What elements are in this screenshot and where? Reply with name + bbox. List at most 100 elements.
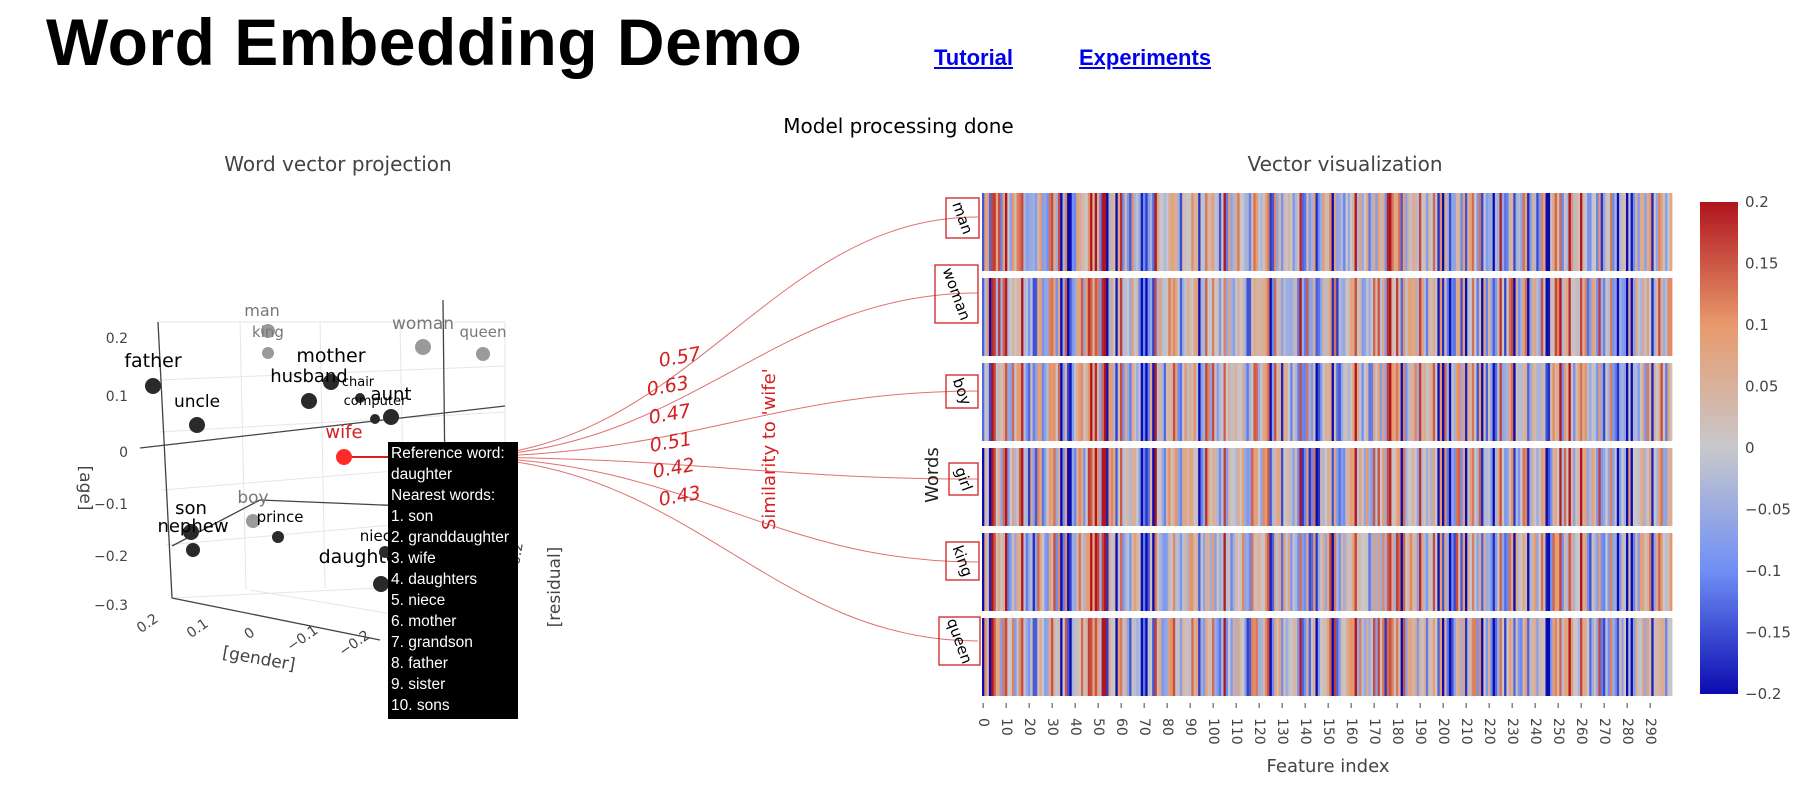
point-label: aunt <box>371 384 412 405</box>
heatmap-cell <box>1140 448 1144 526</box>
heatmap-row-girl[interactable]: girl <box>948 448 1673 526</box>
heatmap-cell <box>1644 278 1648 356</box>
heatmap-cell <box>1444 363 1447 441</box>
heatmap-cell <box>1294 448 1298 526</box>
heatmap-cell <box>1370 533 1374 611</box>
heatmap-cell <box>1471 448 1475 526</box>
word-point-chair[interactable]: chair <box>342 375 375 403</box>
point-marker[interactable] <box>383 409 399 425</box>
point-marker[interactable] <box>145 378 161 394</box>
word-point-son[interactable]: son <box>175 498 207 540</box>
tutorial-link[interactable]: Tutorial <box>934 45 1014 70</box>
heatmap-cell <box>1651 618 1654 696</box>
point-marker[interactable] <box>476 347 490 361</box>
heatmap-row-man[interactable]: man <box>945 193 1673 271</box>
heatmap-cell <box>1264 363 1268 441</box>
heatmap-row-king[interactable]: king <box>945 533 1673 611</box>
heatmap-cell <box>1103 533 1107 611</box>
word-point-boy[interactable]: boy <box>237 488 269 528</box>
vector-heatmap[interactable]: Vector visualization manwomanboygirlking… <box>922 152 1791 777</box>
heatmap-cell <box>1018 278 1022 356</box>
heatmap-cell <box>1366 193 1369 271</box>
heatmap-row-queen[interactable]: queen <box>938 616 1673 696</box>
word-point-husband[interactable]: husband <box>270 366 348 409</box>
age-tick-label: −0.1 <box>94 497 128 513</box>
word-point-king[interactable]: king <box>252 323 284 359</box>
point-marker[interactable] <box>336 449 352 465</box>
heatmap-cell <box>1108 278 1112 356</box>
point-marker[interactable] <box>370 414 380 424</box>
word-point-woman[interactable]: woman <box>392 314 454 355</box>
heatmap-cell <box>1386 278 1390 356</box>
heatmap-cell <box>1534 448 1537 526</box>
heatmap-cell <box>1580 363 1583 441</box>
word-point-man[interactable]: man <box>244 301 280 338</box>
word-point-nephew[interactable]: nephew <box>157 516 229 557</box>
heatmap-cell <box>1354 193 1358 271</box>
heatmap-cell <box>1593 363 1597 441</box>
heatmap-cell <box>1287 533 1291 611</box>
point-marker[interactable] <box>355 393 365 403</box>
word-point-computer[interactable]: computer <box>344 394 407 424</box>
heatmap-cell <box>1292 363 1296 441</box>
heatmap-cell <box>1253 193 1257 271</box>
point-marker[interactable] <box>183 524 199 540</box>
point-marker[interactable] <box>262 347 274 359</box>
heatmap-cell <box>1639 363 1643 441</box>
heatmap-cell <box>1522 448 1526 526</box>
heatmap-cell <box>1389 278 1392 356</box>
point-marker[interactable] <box>189 417 205 433</box>
heatmap-cell <box>1205 193 1208 271</box>
heatmap-cell <box>1000 363 1004 441</box>
heatmap-cell <box>1662 448 1666 526</box>
heatmap-cell <box>1373 533 1376 611</box>
point-marker[interactable] <box>415 339 431 355</box>
heatmap-cell <box>1577 193 1581 271</box>
heatmap-cell <box>1478 618 1482 696</box>
experiments-link[interactable]: Experiments <box>1079 45 1212 70</box>
word-point-aunt[interactable]: aunt <box>371 384 412 425</box>
heatmap-cell <box>1310 278 1314 356</box>
gender-axis-label: [gender] <box>221 643 297 675</box>
heatmap-cell <box>1315 193 1319 271</box>
heatmap-cell <box>1333 618 1337 696</box>
heatmap-cell <box>1382 618 1385 696</box>
heatmap-cell <box>1391 278 1395 356</box>
word-point-uncle[interactable]: uncle <box>174 392 220 433</box>
heatmap-cell <box>1552 448 1556 526</box>
heatmap-cell <box>1239 618 1243 696</box>
heatmap-cell <box>1198 193 1201 271</box>
heatmap-cell <box>1046 278 1050 356</box>
heatmap-cell <box>1239 193 1243 271</box>
point-marker[interactable] <box>246 514 260 528</box>
point-marker[interactable] <box>261 324 275 338</box>
heatmap-cell <box>1108 533 1112 611</box>
row-label-woman[interactable]: woman <box>934 264 979 324</box>
heatmap-cell <box>1409 448 1413 526</box>
heatmap-cell <box>1205 278 1208 356</box>
heatmap-cell <box>1237 278 1240 356</box>
heatmap-cell <box>1308 533 1312 611</box>
heatmap-cell <box>1504 278 1507 356</box>
heatmap-cell <box>1458 533 1461 611</box>
point-marker[interactable] <box>272 531 284 543</box>
word-point-prince[interactable]: prince <box>257 508 304 543</box>
word-point-father[interactable]: father <box>124 350 182 394</box>
heatmap-cell <box>1451 533 1454 611</box>
heatmap-cell <box>1359 363 1362 441</box>
heatmap-cell <box>1462 448 1466 526</box>
heatmap-cell <box>1430 193 1434 271</box>
word-point-mother[interactable]: mother <box>296 345 366 390</box>
heatmap-cell <box>995 448 999 526</box>
word-point-queen[interactable]: queen <box>460 323 507 361</box>
heatmap-cell <box>1589 278 1592 356</box>
point-marker[interactable] <box>323 374 339 390</box>
heatmap-cell <box>1161 448 1165 526</box>
point-marker[interactable] <box>373 576 389 592</box>
word-point-wife[interactable]: wife <box>325 422 363 465</box>
gender-tick-label: 0 <box>241 625 257 643</box>
heatmap-row-boy[interactable]: boy <box>945 363 1673 441</box>
point-marker[interactable] <box>186 543 200 557</box>
heatmap-row-woman[interactable]: woman <box>934 264 1673 356</box>
point-marker[interactable] <box>301 393 317 409</box>
